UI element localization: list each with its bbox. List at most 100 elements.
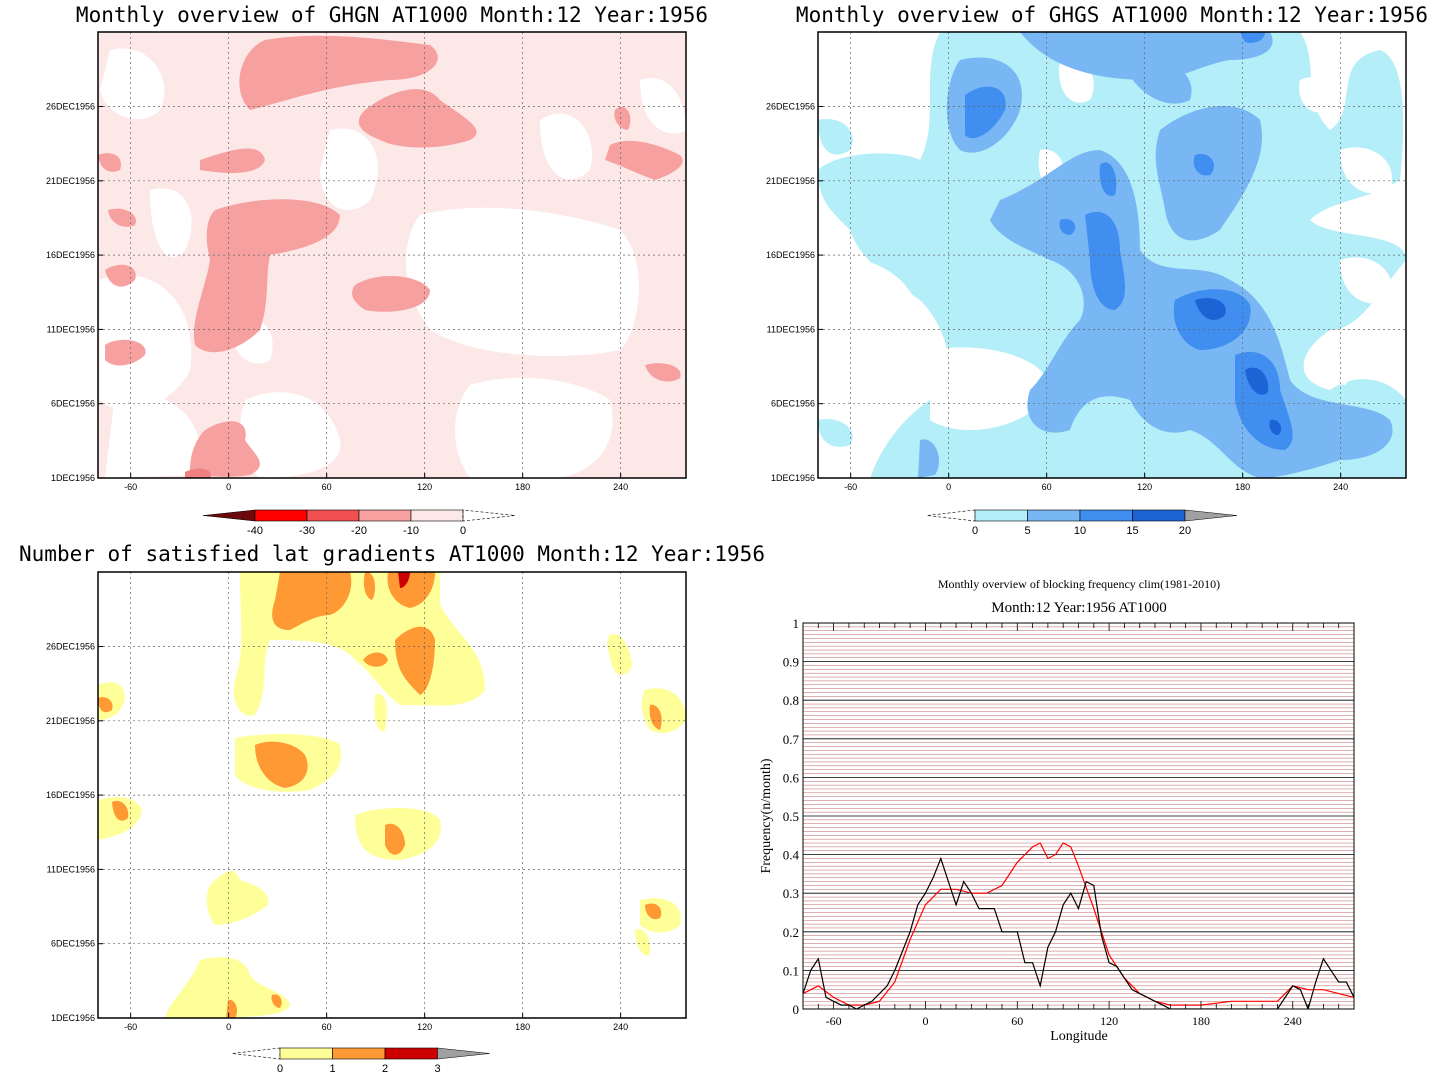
- ghgs-white-holes: [830, 39, 1392, 430]
- y-tick-label: 16DEC1956: [46, 790, 95, 800]
- blocking-ylabel: Frequency(n/month): [759, 758, 774, 873]
- climatology-red-line: [803, 842, 1354, 1006]
- x-tick-label: 180: [1235, 482, 1250, 492]
- y-tick-label: 16DEC1956: [46, 250, 95, 260]
- x-tick-label: 0: [922, 1014, 928, 1028]
- y-tick-label: 26DEC1956: [46, 642, 95, 652]
- ghgn-axis-ticks: -60 0 60 120 180 240 1DEC1956 6DEC1956 11DEC1956…: [46, 102, 628, 493]
- x-tick-label: 60: [322, 1022, 332, 1032]
- y-tick-label: 1DEC1956: [51, 473, 95, 483]
- frequency-black-line: [803, 856, 1354, 1009]
- x-tick-label: 240: [613, 482, 628, 492]
- colorbar-max-arrow: [462, 509, 516, 522]
- blocking-title: Monthly overview of blocking frequency c…: [938, 577, 1220, 591]
- blocking-subtitle: Month:12 Year:1956 AT1000: [991, 600, 1166, 616]
- y-tick-label: 0.8: [783, 693, 799, 708]
- ghgn-darker-areas: [185, 468, 211, 478]
- y-tick-label: 0.4: [783, 848, 800, 863]
- x-tick-label: -60: [844, 482, 857, 492]
- ghgs-panel: Monthly overview of GHGS AT1000 Month:12…: [766, 3, 1428, 537]
- colorbar-max-arrow: [1184, 509, 1238, 522]
- ghgs-axis-ticks: -60 0 60 120 180 240 1DEC1956 6DEC1956 11DEC1956…: [766, 102, 1348, 493]
- ghgn-pink-areas: [98, 35, 683, 477]
- y-tick-label: 21DEC1956: [766, 176, 815, 186]
- x-tick-label: -60: [826, 1014, 842, 1028]
- colorbar-box: [1132, 509, 1186, 522]
- ghgn-gridlines: [98, 32, 686, 478]
- blocking-axis-ticks: 0 0.1 0.2 0.3 0.4 0.5 0.6 0.7 0.8 0.9 1 -60 0 60 120 18…: [783, 616, 1355, 1028]
- y-tick-label: 21DEC1956: [46, 716, 95, 726]
- y-tick-label: 0.6: [783, 770, 800, 785]
- y-tick-label: 26DEC1956: [766, 102, 815, 112]
- colorbar-label: -40: [247, 525, 263, 537]
- x-tick-label: 120: [417, 482, 432, 492]
- ghgn-panel: Monthly overview of GHGN AT1000 Month:12…: [46, 3, 708, 537]
- colorbar-box: [1079, 509, 1133, 522]
- x-tick-label: 240: [1284, 1014, 1302, 1028]
- colorbar-min-arrow: [231, 1047, 281, 1060]
- colorbar-label: -10: [403, 525, 419, 537]
- y-tick-label: 0.3: [783, 886, 799, 901]
- x-tick-label: 0: [946, 482, 951, 492]
- colorbar-min-arrow: [926, 509, 976, 522]
- colorbar-box: [1027, 509, 1081, 522]
- x-tick-label: 180: [1192, 1014, 1210, 1028]
- y-tick-label: 11DEC1956: [767, 324, 815, 334]
- y-tick-label: 0.7: [783, 732, 800, 747]
- colorbar-min-arrow: [202, 509, 256, 522]
- x-tick-label: 0: [226, 1022, 231, 1032]
- colorbar-box: [332, 1047, 386, 1060]
- ghgs-title: Monthly overview of GHGS AT1000 Month:12…: [796, 3, 1428, 27]
- ghgs-dark-blue-areas: [1195, 298, 1282, 435]
- colorbar-label: 1: [329, 1063, 335, 1075]
- ghgn-title: Monthly overview of GHGN AT1000 Month:12…: [76, 3, 708, 27]
- y-tick-label: 21DEC1956: [46, 176, 95, 186]
- colorbar-box: [279, 1047, 333, 1060]
- y-tick-label: 11DEC1956: [47, 864, 95, 874]
- x-tick-label: -60: [124, 482, 137, 492]
- y-tick-label: 6DEC1956: [51, 939, 95, 949]
- colorbar-box: [358, 509, 412, 522]
- y-tick-label: 16DEC1956: [766, 250, 815, 260]
- y-tick-label: 1DEC1956: [51, 1013, 95, 1023]
- colorbar-label: 3: [434, 1063, 440, 1075]
- colorbar-label: 20: [1179, 525, 1191, 537]
- ghgn-white-areas: [100, 48, 686, 478]
- x-tick-label: 120: [1137, 482, 1152, 492]
- colorbar-max-arrow: [437, 1047, 490, 1060]
- colorbar-box: [384, 1047, 438, 1060]
- colorbar-label: 10: [1074, 525, 1086, 537]
- y-tick-label: 0.5: [783, 809, 799, 824]
- colorbar-label: 15: [1126, 525, 1138, 537]
- colorbar-box: [254, 509, 308, 522]
- y-tick-label: 6DEC1956: [51, 399, 95, 409]
- x-tick-label: 60: [1011, 1014, 1023, 1028]
- gradients-gridlines: [98, 572, 686, 1018]
- y-tick-label: 0.1: [783, 963, 799, 978]
- ghgs-colorbar: 0 5 10 15 20: [926, 509, 1238, 537]
- gradients-red-areas: [398, 572, 410, 588]
- colorbar-box: [306, 509, 360, 522]
- x-tick-label: 180: [515, 1022, 530, 1032]
- y-tick-label: 1DEC1956: [771, 473, 815, 483]
- colorbar-box: [974, 509, 1028, 522]
- x-tick-label: 60: [322, 482, 332, 492]
- y-tick-label: 0.9: [783, 655, 799, 670]
- gradients-field: [98, 572, 686, 1018]
- ghgs-field: [818, 32, 1406, 478]
- gradients-axis-ticks: -60 0 60 120 180 240 1DEC1956 6DEC1956 11DEC1956…: [46, 642, 628, 1033]
- colorbar-box: [410, 509, 464, 522]
- colorbar-label: 0: [972, 525, 978, 537]
- y-tick-label: 26DEC1956: [46, 102, 95, 112]
- y-tick-label: 11DEC1956: [47, 324, 95, 334]
- x-tick-label: 240: [613, 1022, 628, 1032]
- blocking-xlabel: Longitude: [1050, 1029, 1108, 1044]
- x-tick-label: 60: [1042, 482, 1052, 492]
- y-tick-label: 6DEC1956: [771, 399, 815, 409]
- y-tick-label: 0.2: [783, 925, 799, 940]
- colorbar-label: 2: [382, 1063, 388, 1075]
- y-tick-label: 1: [793, 616, 800, 631]
- gradients-title: Number of satisfied lat gradients AT1000…: [19, 542, 765, 566]
- x-tick-label: -60: [124, 1022, 137, 1032]
